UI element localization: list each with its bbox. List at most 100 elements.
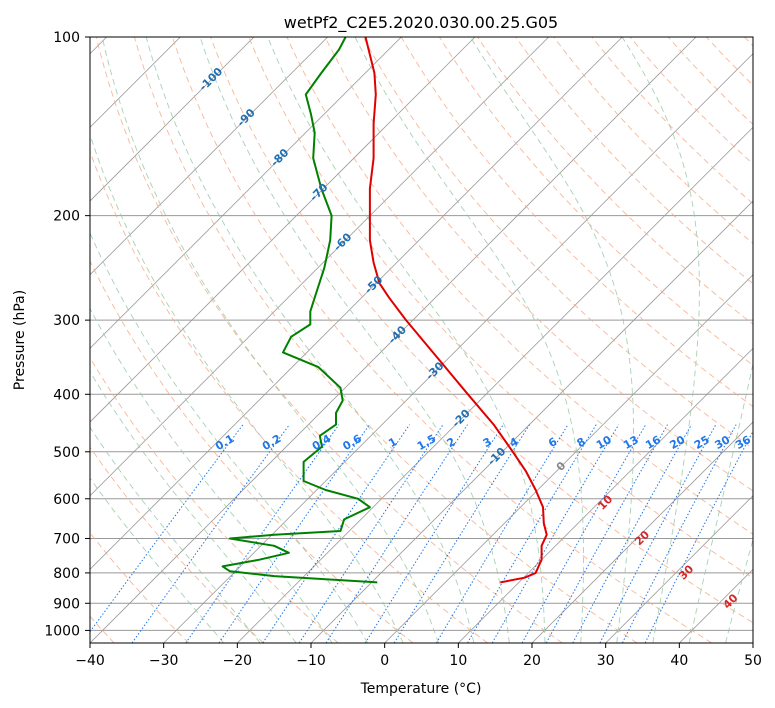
mixing-ratio-line: [644, 430, 753, 643]
dry-adiabat-line: [90, 260, 414, 643]
isotherm-line: [310, 200, 753, 643]
x-tick-label: 20: [523, 653, 541, 669]
isotherm-line: [90, 37, 255, 202]
plot-frame: [89, 36, 754, 644]
y-tick-label: 800: [53, 566, 80, 582]
moist-adiabat-line: [90, 426, 261, 643]
mixing-ratio-label: 25: [692, 433, 712, 452]
temperature-line: [364, 37, 548, 584]
x-tick-label: 0: [380, 653, 389, 669]
mixing-ratio-label: 1.5: [415, 432, 438, 453]
mixing-ratio-label: 1: [386, 435, 399, 450]
profile-series: [221, 37, 548, 584]
isotherm-line: [90, 37, 328, 276]
y-tick-label: 200: [53, 209, 80, 225]
mixing-ratio-line: [621, 424, 737, 643]
mixing-ratio-label: 13: [621, 433, 641, 452]
dry-adiabat-line: [95, 37, 563, 643]
y-tick-label: 1000: [44, 623, 80, 639]
moist-adiabat-line: [90, 307, 333, 643]
isotherm-label: -100: [197, 65, 226, 94]
mixing-ratio-label: 6: [546, 435, 559, 450]
isotherm-line: [531, 421, 753, 643]
isotherm-label: -60: [331, 230, 354, 253]
isotherm-label: -80: [268, 146, 291, 169]
mixing-ratio-label: 0.1: [213, 432, 236, 453]
moist-adiabat-line: [90, 477, 225, 643]
mixing-ratio-line: [325, 424, 468, 643]
y-tick-label: 100: [53, 30, 80, 46]
y-tick-label: 600: [53, 492, 80, 508]
mixing-ratio-line: [599, 424, 717, 643]
isotherm-label: -40: [386, 323, 409, 346]
dry-adiabat-line: [667, 37, 753, 126]
y-tick-label: 400: [53, 387, 80, 403]
mixing-ratio-label: 20: [667, 433, 687, 452]
dry-adiabat-line: [324, 37, 753, 492]
isotherm-line: [90, 37, 402, 349]
mixing-ratio-label: 10: [594, 433, 614, 452]
isotherm-line: [752, 642, 753, 643]
dry-adiabat-line: [515, 37, 753, 285]
mixing-ratio-label: 16: [643, 433, 663, 452]
dry-adiabat-line: [553, 37, 753, 245]
dry-adiabat-line: [477, 37, 753, 325]
isotherm-line: [90, 37, 697, 643]
mixing-ratio-lines: [90, 424, 753, 643]
x-tick-label: 30: [597, 653, 615, 669]
moist-adiabat-line: [145, 37, 475, 643]
mixing-ratio-line: [572, 424, 692, 643]
dry-adiabat-line: [172, 37, 712, 643]
dewpoint-line: [221, 37, 378, 584]
dry-adiabat-line: [629, 37, 753, 165]
dry-adiabat-line: [90, 532, 190, 643]
mixing-ratio-line: [298, 424, 444, 643]
isotherm-label: -50: [362, 273, 385, 296]
mixing-ratio-line: [90, 424, 244, 633]
moist-adiabats: [90, 37, 753, 643]
y-tick-label: 500: [53, 445, 80, 461]
y-tick-label: 300: [53, 313, 80, 329]
isotherm-line: [90, 37, 476, 423]
mixing-ratio-line: [467, 424, 597, 643]
isotherm-line: [458, 347, 753, 643]
dry-adiabat-line: [210, 37, 753, 624]
grid-layer: [90, 37, 753, 643]
line-labels: 0.1 0.2 0.4 0.6 1 1.5 2 3 4 6 8 10 13 16 20 25 30 36-100-…: [197, 65, 754, 612]
moist-adiabat-line: [199, 37, 510, 643]
dry-adiabat-label: 30: [676, 562, 696, 582]
dry-adiabat-line: [90, 446, 264, 643]
moist-adiabat-line: [267, 37, 546, 643]
mixing-ratio-line: [131, 424, 290, 643]
mixing-ratio-label: 3: [481, 435, 494, 450]
x-tick-label: 40: [670, 653, 688, 669]
y-tick-label: 900: [53, 596, 80, 612]
x-tick-label: 10: [449, 653, 467, 669]
isotherm-label: -90: [235, 106, 258, 129]
mixing-ratio-line: [491, 424, 620, 643]
moist-adiabat-line: [90, 133, 404, 643]
moist-adiabat-line: [90, 370, 297, 643]
isotherm-line: [237, 126, 753, 643]
mixing-ratio-label: 0.2: [260, 432, 283, 453]
moist-adiabat-line: [90, 231, 369, 643]
dry-adiabat-line: [591, 37, 753, 205]
dry-adiabat-line: [248, 37, 753, 579]
moist-adiabat-line: [101, 37, 439, 643]
isotherm-line: [384, 274, 753, 643]
dry-adiabat-line: [400, 37, 753, 408]
x-tick-label: −40: [75, 653, 105, 669]
isotherm-line: [90, 37, 623, 570]
dry-adiabat-line: [133, 37, 638, 643]
dry-adiabat-label: 10: [595, 492, 615, 512]
x-tick-label: −10: [296, 653, 326, 669]
chart-title: wetPf2_C2E5.2020.030.00.25.G05: [284, 13, 558, 33]
moist-adiabat-line: [470, 37, 634, 643]
isotherm-line: [90, 37, 549, 497]
x-tick-label: −30: [149, 653, 179, 669]
y-tick-label: 700: [53, 532, 80, 548]
moist-adiabat-line: [688, 361, 753, 643]
mixing-ratio-label: 0.6: [341, 432, 365, 453]
isotherm-line: [163, 53, 753, 643]
